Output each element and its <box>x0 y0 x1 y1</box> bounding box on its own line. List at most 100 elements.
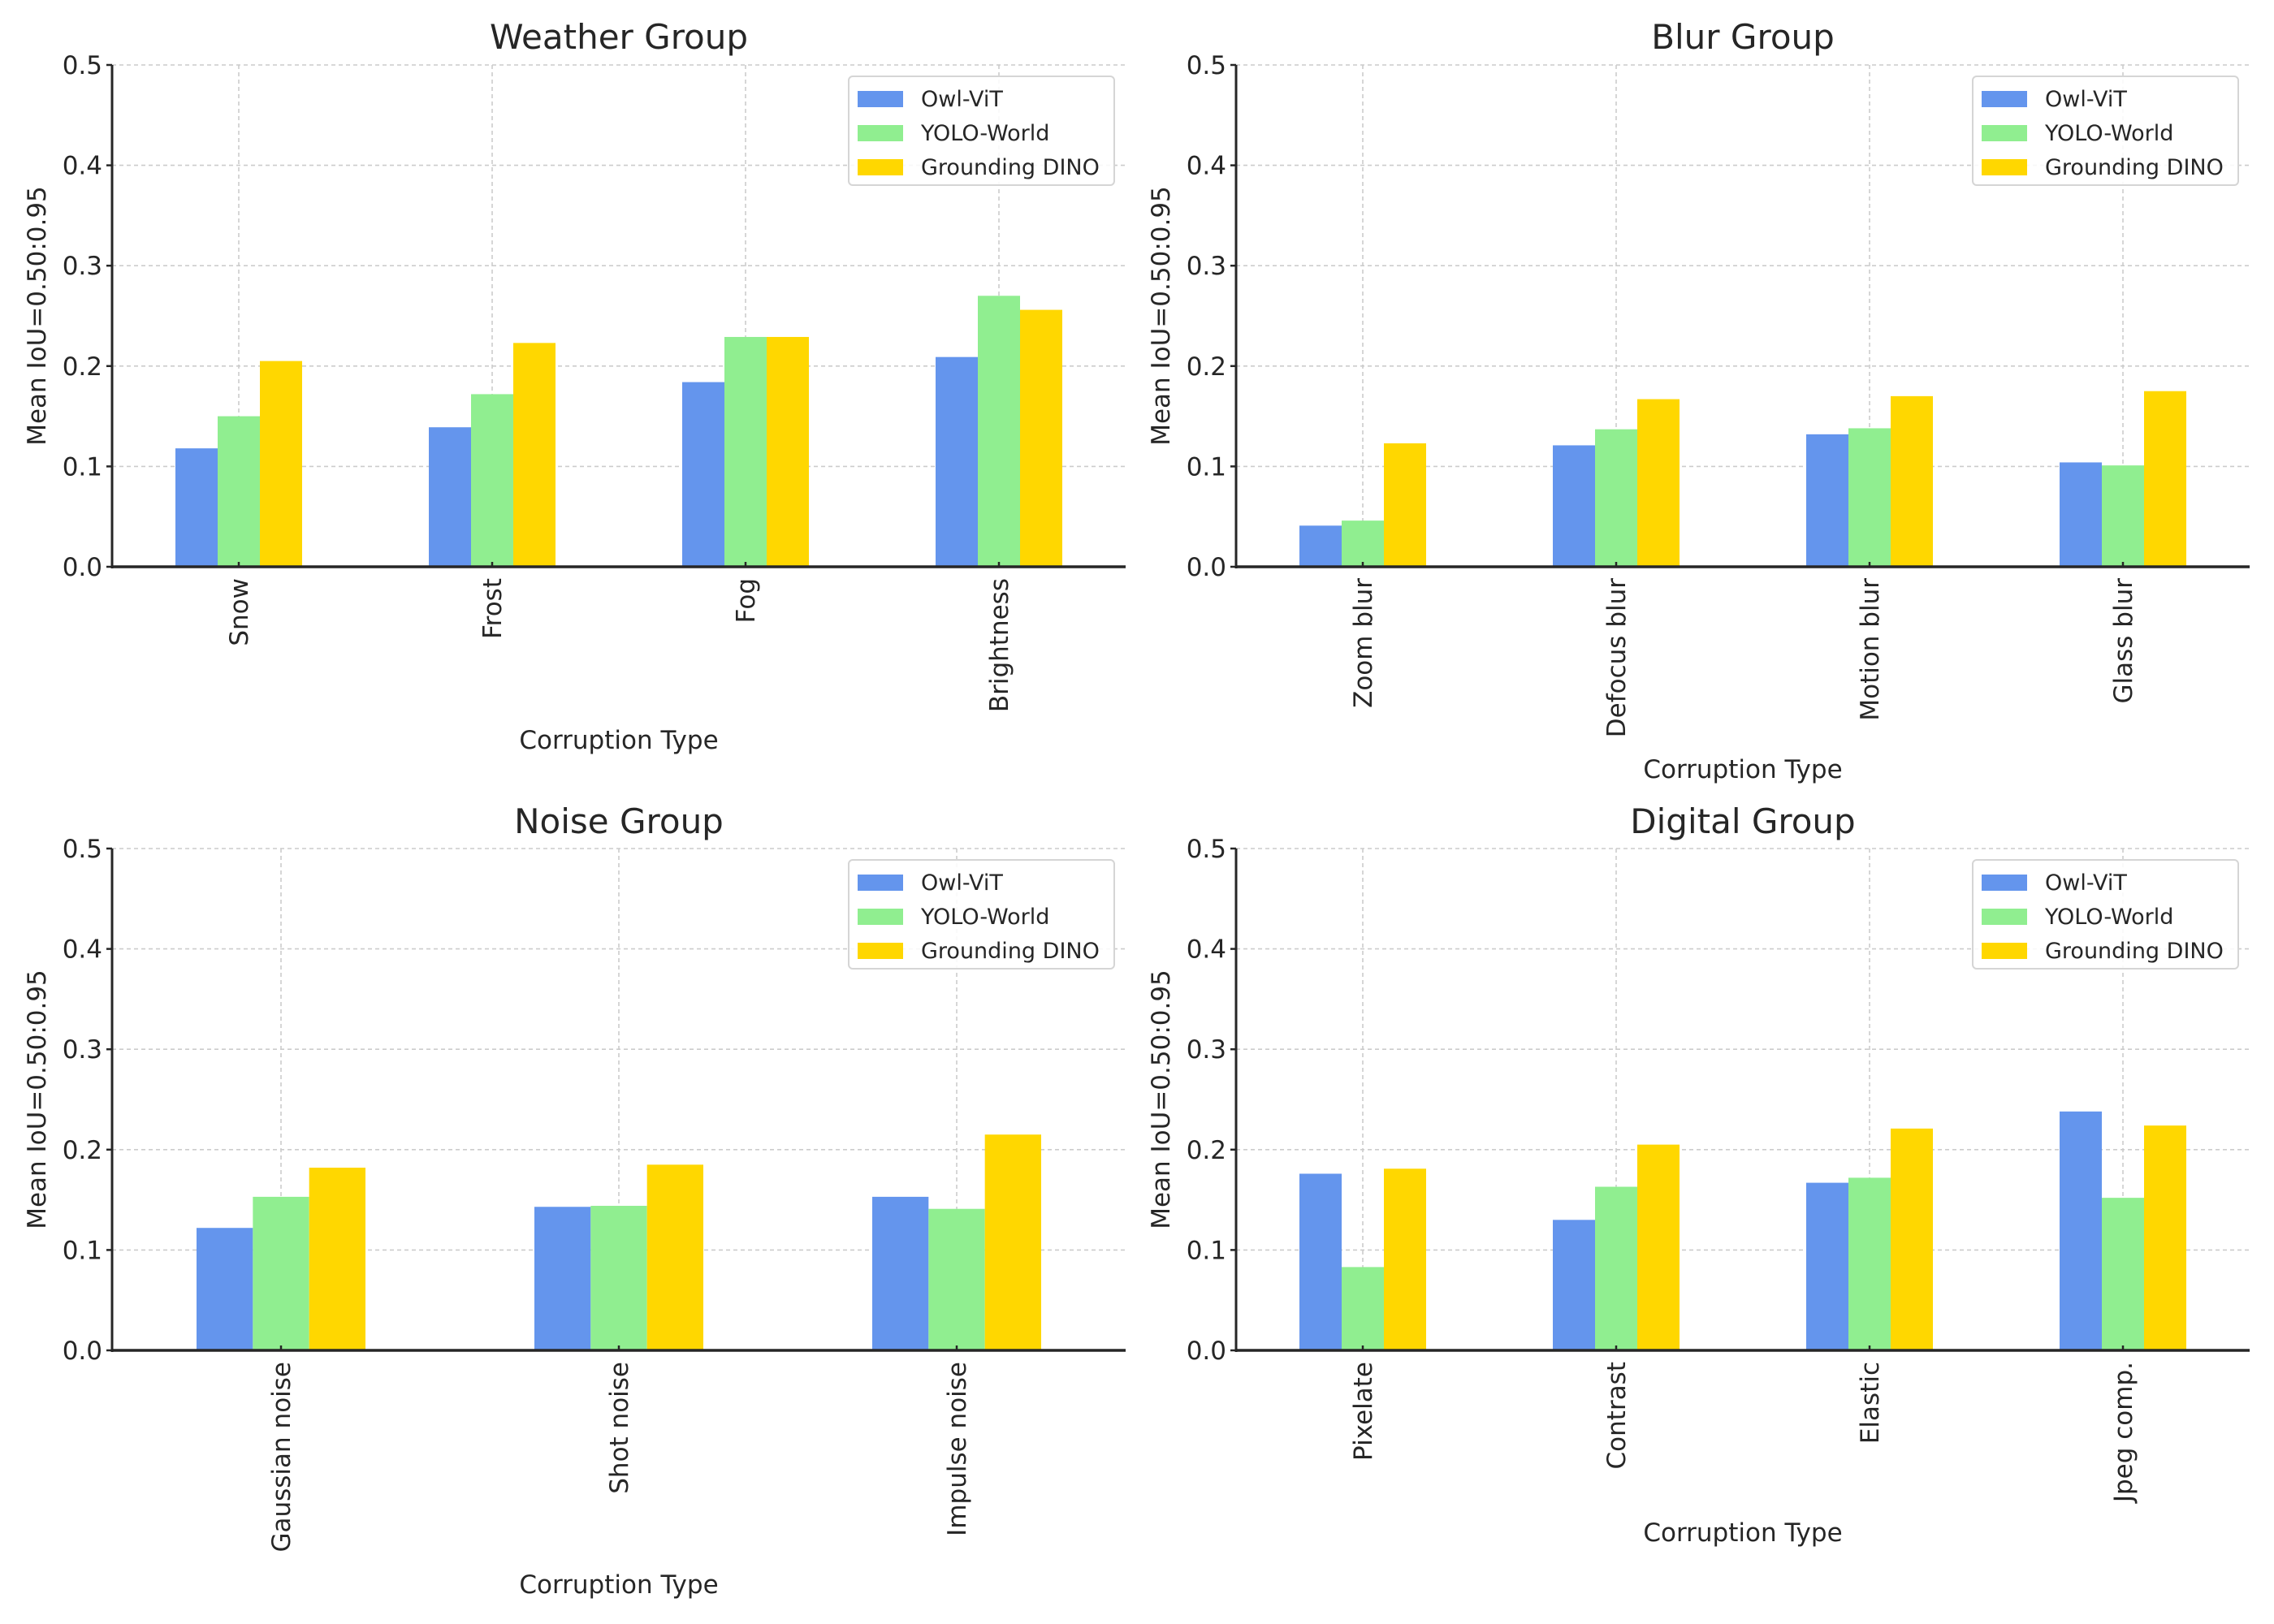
y-axis-label: Mean IoU=0.50:0.95 <box>23 186 52 446</box>
y-tick-label: 0.4 <box>1187 152 1226 181</box>
legend-swatch-yolo-world <box>1982 125 2027 141</box>
bar-owl-vit-elastic <box>1806 1182 1848 1350</box>
y-tick-label: 0.2 <box>1187 352 1226 382</box>
x-tick-label-contrast: Contrast <box>1602 1362 1632 1469</box>
x-axis-label: Corruption Type <box>1643 755 1842 784</box>
panel-noise-group: 0.0 0.1 0.2 0.3 0.4 0.5 Gaussian noise Shot noi… <box>23 801 1126 1600</box>
x-tick-label-glass-blur: Glass blur <box>2109 578 2138 704</box>
bar-yolo-world-defocus-blur <box>1595 429 1637 567</box>
bar-owl-vit-glass-blur <box>2060 462 2102 567</box>
y-tick-label: 0.4 <box>63 152 102 181</box>
legend-swatch-owl-vit <box>1982 875 2027 891</box>
bar-grounding-dino-elastic <box>1891 1128 1933 1350</box>
y-tick-label: 0.0 <box>1187 553 1226 582</box>
y-tick-label: 0.4 <box>63 935 102 965</box>
legend-label-owl-vit: Owl-ViT <box>921 87 1003 112</box>
legend-swatch-grounding-dino <box>858 159 903 175</box>
x-tick-label-elastic: Elastic <box>1856 1362 1885 1444</box>
y-tick-label: 0.0 <box>1187 1337 1226 1366</box>
chart-title: Noise Group <box>514 801 724 841</box>
bar-yolo-world-gaussian-noise <box>253 1196 309 1350</box>
bar-grounding-dino-gaussian-noise <box>309 1168 365 1350</box>
bar-grounding-dino-fog <box>767 336 809 567</box>
y-tick-label: 0.0 <box>63 553 102 582</box>
y-tick-label: 0.1 <box>63 1236 102 1265</box>
x-tick-label-frost: Frost <box>478 578 508 639</box>
legend-swatch-yolo-world <box>1982 909 2027 925</box>
y-tick-label: 0.5 <box>1187 835 1226 864</box>
legend-swatch-grounding-dino <box>1982 943 2027 959</box>
x-tick-label-brightness: Brightness <box>985 578 1014 712</box>
legend-label-owl-vit: Owl-ViT <box>2045 870 2127 896</box>
legend-frame <box>1972 859 2239 970</box>
legend-swatch-owl-vit <box>858 875 903 891</box>
legend-label-yolo-world: YOLO-World <box>2044 121 2173 146</box>
legend-label-yolo-world: YOLO-World <box>2044 905 2173 930</box>
panel-weather-group: 0.0 0.1 0.2 0.3 0.4 0.5 Snow Frost Fog Brightness… <box>23 17 1126 755</box>
y-tick-label: 0.3 <box>63 252 102 281</box>
x-tick-label-impulse-noise: Impulse noise <box>943 1362 972 1536</box>
legend-label-owl-vit: Owl-ViT <box>2045 87 2127 112</box>
legend: Owl-ViT YOLO-World Grounding DINO <box>1972 859 2239 970</box>
y-axis-label: Mean IoU=0.50:0.95 <box>23 970 52 1229</box>
bar-owl-vit-frost <box>429 427 471 567</box>
bar-yolo-world-pixelate <box>1342 1267 1384 1350</box>
bar-owl-vit-pixelate <box>1299 1173 1342 1350</box>
bar-yolo-world-glass-blur <box>2102 465 2144 567</box>
y-tick-label: 0.3 <box>63 1035 102 1065</box>
bar-yolo-world-impulse-noise <box>928 1208 985 1350</box>
bar-grounding-dino-snow <box>260 361 302 567</box>
y-tick-label: 0.4 <box>1187 935 1226 965</box>
y-tick-label: 0.3 <box>1187 1035 1226 1065</box>
y-tick-label: 0.5 <box>63 835 102 864</box>
bar-grounding-dino-motion-blur <box>1891 395 1933 567</box>
legend-frame <box>848 76 1115 186</box>
y-tick-label: 0.5 <box>1187 51 1226 80</box>
legend-swatch-owl-vit <box>858 91 903 107</box>
legend-swatch-grounding-dino <box>858 943 903 959</box>
chart-title: Blur Group <box>1651 17 1835 57</box>
bar-grounding-dino-zoom-blur <box>1384 443 1426 567</box>
bar-owl-vit-motion-blur <box>1806 434 1848 567</box>
bar-grounding-dino-pixelate <box>1384 1168 1426 1350</box>
x-tick-label-pixelate: Pixelate <box>1349 1362 1378 1461</box>
bar-yolo-world-elastic <box>1848 1177 1891 1350</box>
bar-owl-vit-defocus-blur <box>1553 445 1595 567</box>
y-tick-label: 0.2 <box>63 1136 102 1165</box>
bar-owl-vit-fog <box>682 382 724 567</box>
x-tick-label-zoom-blur: Zoom blur <box>1349 578 1378 708</box>
y-axis-label: Mean IoU=0.50:0.95 <box>1147 970 1176 1229</box>
x-tick-label-fog: Fog <box>732 578 761 623</box>
legend-label-grounding-dino: Grounding DINO <box>2045 939 2224 964</box>
bar-yolo-world-jpeg-comp <box>2102 1198 2144 1350</box>
y-tick-label: 0.1 <box>1187 452 1226 482</box>
chart-title: Weather Group <box>490 17 748 57</box>
legend-swatch-grounding-dino <box>1982 159 2027 175</box>
y-axis-label: Mean IoU=0.50:0.95 <box>1147 186 1176 446</box>
y-tick-label: 0.2 <box>63 352 102 382</box>
bar-yolo-world-snow <box>218 416 260 567</box>
legend-frame <box>1972 76 2239 186</box>
bar-grounding-dino-frost <box>513 343 556 567</box>
bar-owl-vit-jpeg-comp <box>2060 1111 2102 1350</box>
x-axis-label: Corruption Type <box>519 726 718 755</box>
bar-grounding-dino-glass-blur <box>2144 391 2186 567</box>
x-tick-label-gaussian-noise: Gaussian noise <box>267 1362 296 1553</box>
chart-title: Digital Group <box>1630 801 1855 841</box>
bar-owl-vit-brightness <box>936 356 978 567</box>
x-axis-label: Corruption Type <box>1643 1518 1842 1548</box>
legend: Owl-ViT YOLO-World Grounding DINO <box>848 76 1115 186</box>
y-tick-label: 0.1 <box>1187 1236 1226 1265</box>
bar-yolo-world-shot-noise <box>590 1206 647 1350</box>
bar-owl-vit-zoom-blur <box>1299 525 1342 567</box>
legend-frame <box>848 859 1115 970</box>
bar-owl-vit-gaussian-noise <box>197 1228 253 1350</box>
bar-yolo-world-brightness <box>978 296 1020 567</box>
bar-yolo-world-contrast <box>1595 1186 1637 1350</box>
x-tick-label-shot-noise: Shot noise <box>605 1362 634 1494</box>
bar-owl-vit-impulse-noise <box>872 1196 929 1350</box>
bar-grounding-dino-jpeg-comp <box>2144 1125 2186 1350</box>
bar-grounding-dino-impulse-noise <box>984 1134 1041 1350</box>
